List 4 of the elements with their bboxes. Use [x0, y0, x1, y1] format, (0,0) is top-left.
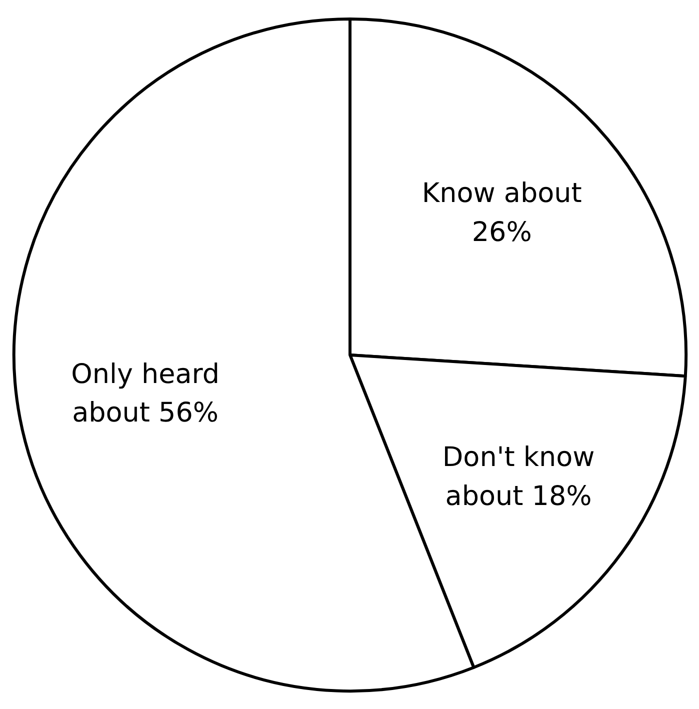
- slice-label: Only heard about 56%: [71, 358, 220, 429]
- data-label: 26%: [472, 216, 532, 248]
- slice-label: Know about: [422, 178, 582, 210]
- slice-label: Don't know about 18%: [442, 442, 595, 512]
